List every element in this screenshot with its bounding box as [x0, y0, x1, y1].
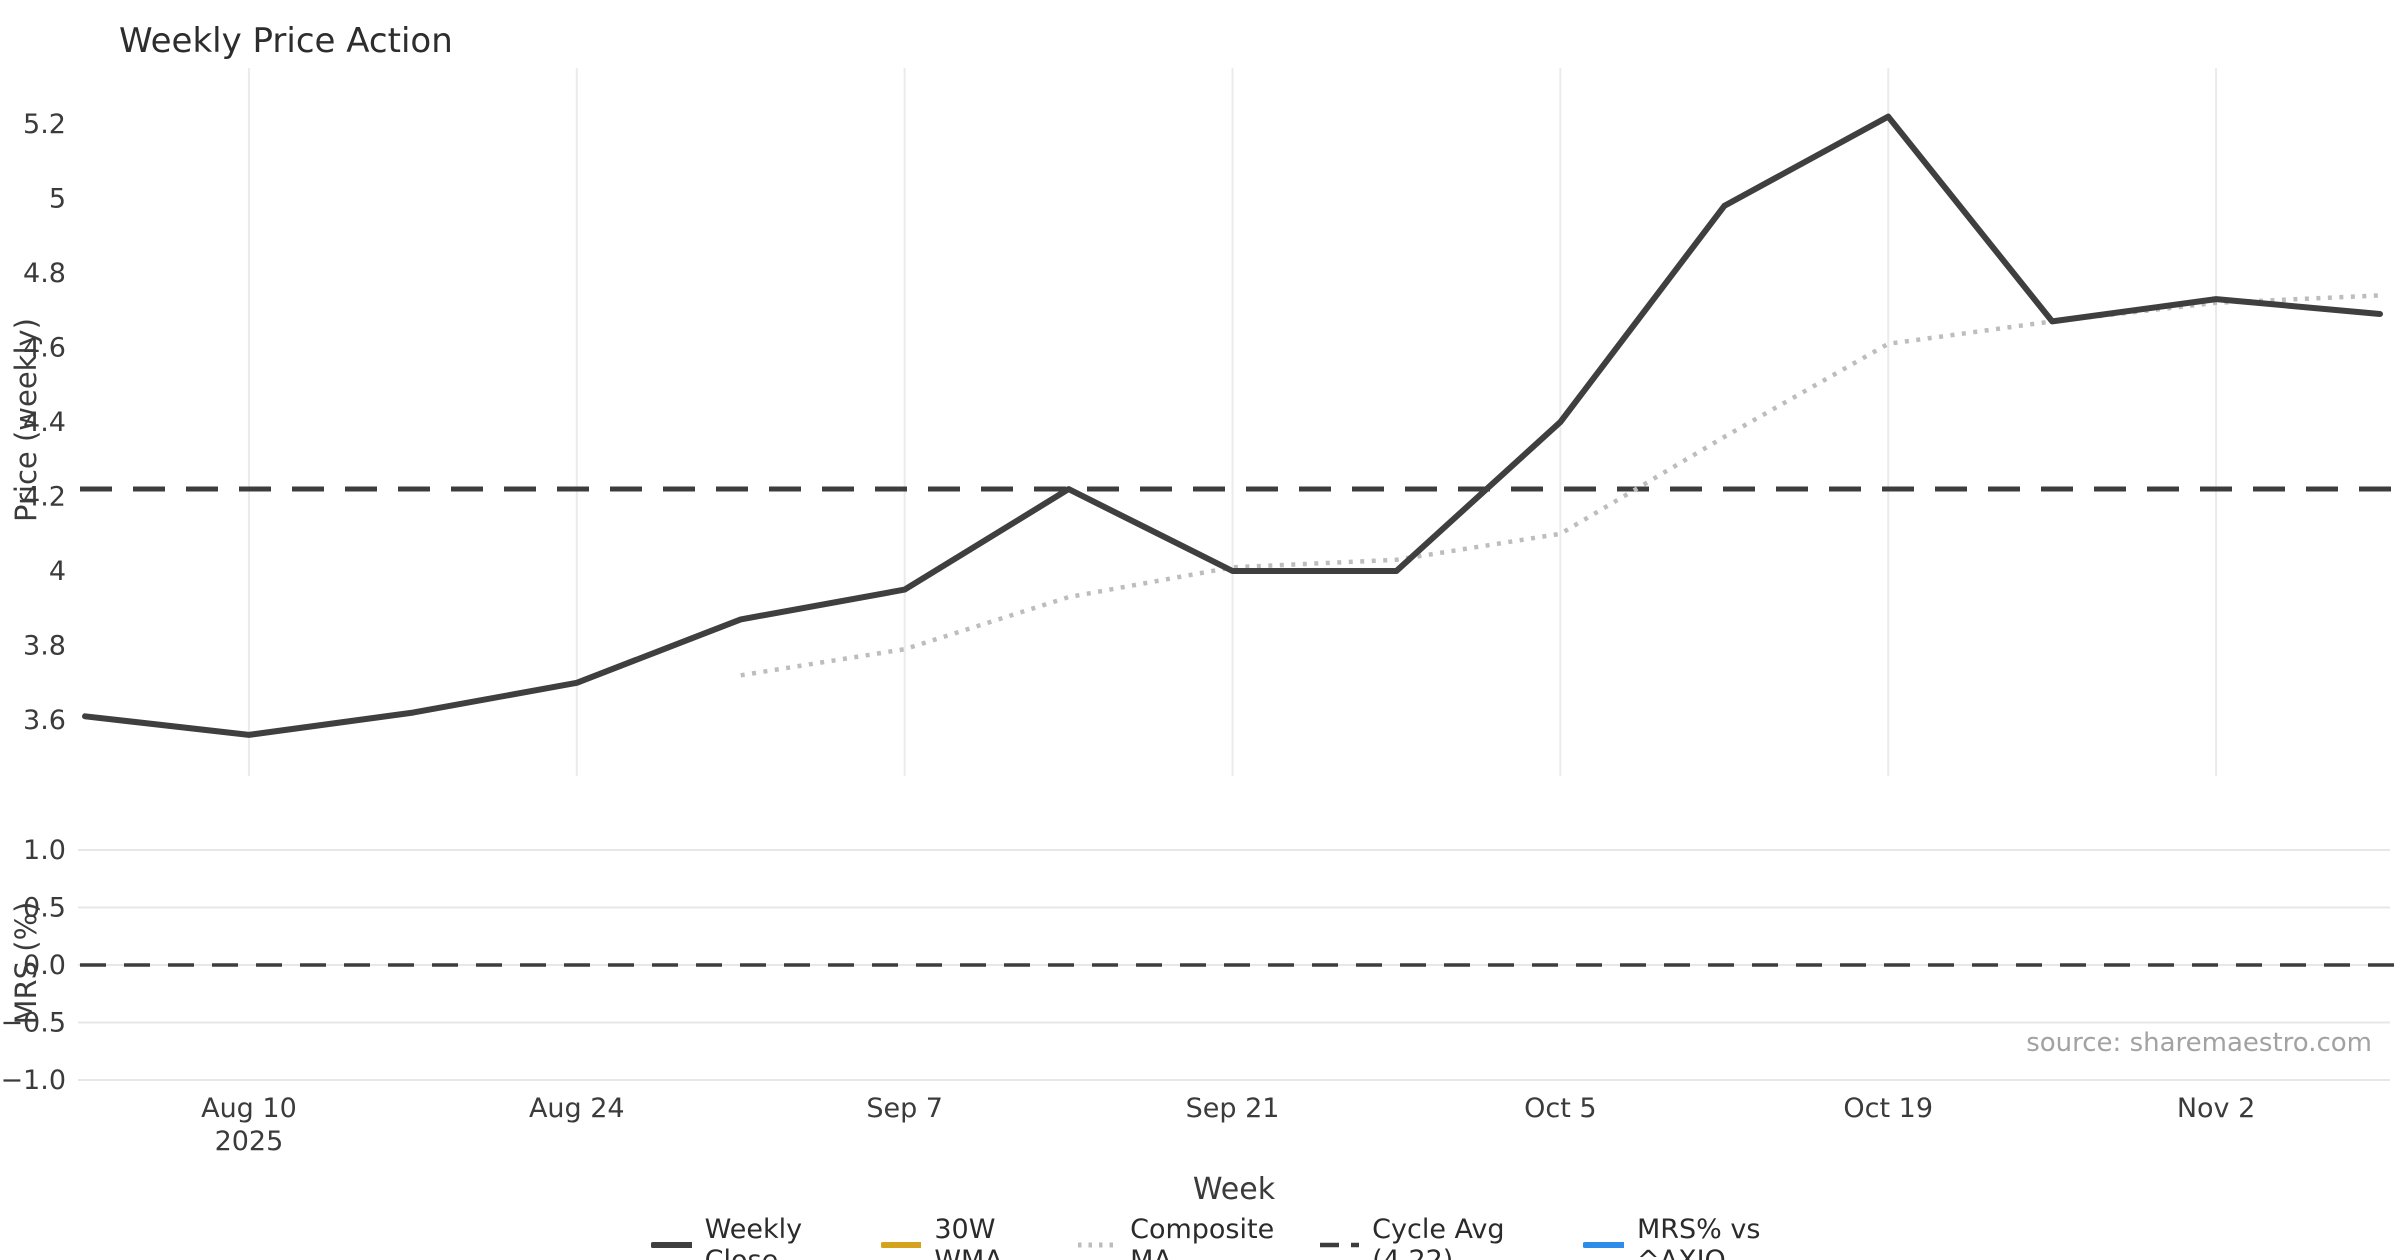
price-ytick-label: 5 — [49, 184, 66, 215]
mrs-ytick-label: 0.5 — [23, 893, 66, 924]
y-axis-label-mrs: MRS (%) — [9, 901, 43, 1025]
mrs-vs-axjo-swatch-icon — [1583, 1242, 1624, 1248]
legend-label: Weekly Close — [704, 1214, 803, 1260]
x-tick-label: Sep 21 — [1186, 1093, 1280, 1124]
price-ytick-label: 4 — [49, 556, 66, 587]
x-tick-label: Oct 19 — [1843, 1093, 1933, 1124]
composite-ma-swatch-icon — [1078, 1242, 1118, 1248]
legend-label: Cycle Avg (4.22) — [1372, 1214, 1505, 1260]
legend: Weekly Close 30W WMA Composite MA Cycle Avg… — [651, 1214, 1817, 1260]
legend-item-composite-ma: Composite MA — [1076, 1214, 1288, 1260]
weekly-close-line — [82, 113, 2383, 738]
price-ytick-label: 4.4 — [23, 407, 66, 438]
x-tick-year-label: 2025 — [215, 1126, 284, 1157]
x-tick-label: Aug 24 — [529, 1093, 625, 1124]
x-tick-label: Nov 2 — [2177, 1093, 2255, 1124]
mrs-ytick-label: −0.5 — [0, 1008, 66, 1039]
source-attribution: source: sharemaestro.com — [2026, 1028, 2372, 1058]
legend-item-cycle-avg-4-22: Cycle Avg (4.22) — [1318, 1214, 1553, 1260]
legend-label: 30W WMA — [934, 1214, 1002, 1260]
price-ytick-label: 4.2 — [23, 482, 66, 513]
weekly-close-swatch-icon — [651, 1242, 692, 1248]
x-tick-label: Sep 7 — [866, 1093, 943, 1124]
price-ytick-label: 4.8 — [23, 258, 66, 289]
mrs-ytick-label: −1.0 — [0, 1065, 66, 1096]
mrs-ytick-label: 1.0 — [23, 835, 66, 866]
price-ytick-label: 5.2 — [23, 109, 66, 140]
x-axis-label: Week — [1192, 1172, 1276, 1207]
y-axis-label-price: Price (weekly) — [9, 317, 43, 523]
price-ytick-label: 3.8 — [23, 631, 66, 662]
x-tick-label: Oct 5 — [1524, 1093, 1596, 1124]
cycle-avg-4-22-swatch-icon — [1320, 1242, 1360, 1248]
legend-label: MRS% vs ^AXJO — [1636, 1214, 1761, 1260]
legend-item-weekly-close: Weekly Close — [651, 1214, 851, 1260]
legend-item-30w-wma: 30W WMA — [880, 1214, 1047, 1260]
30w-wma-swatch-icon — [880, 1242, 922, 1248]
legend-label: Composite MA — [1130, 1214, 1275, 1260]
mrs-ytick-label: 0.0 — [23, 950, 66, 981]
price-ytick-label: 3.6 — [23, 705, 66, 736]
legend-item-mrs-vs-axjo: MRS% vs ^AXJO — [1583, 1214, 1817, 1260]
chart-title: Weekly Price Action — [119, 21, 453, 61]
price-ytick-label: 4.6 — [23, 333, 66, 364]
x-tick-label: Aug 10 — [201, 1093, 297, 1124]
